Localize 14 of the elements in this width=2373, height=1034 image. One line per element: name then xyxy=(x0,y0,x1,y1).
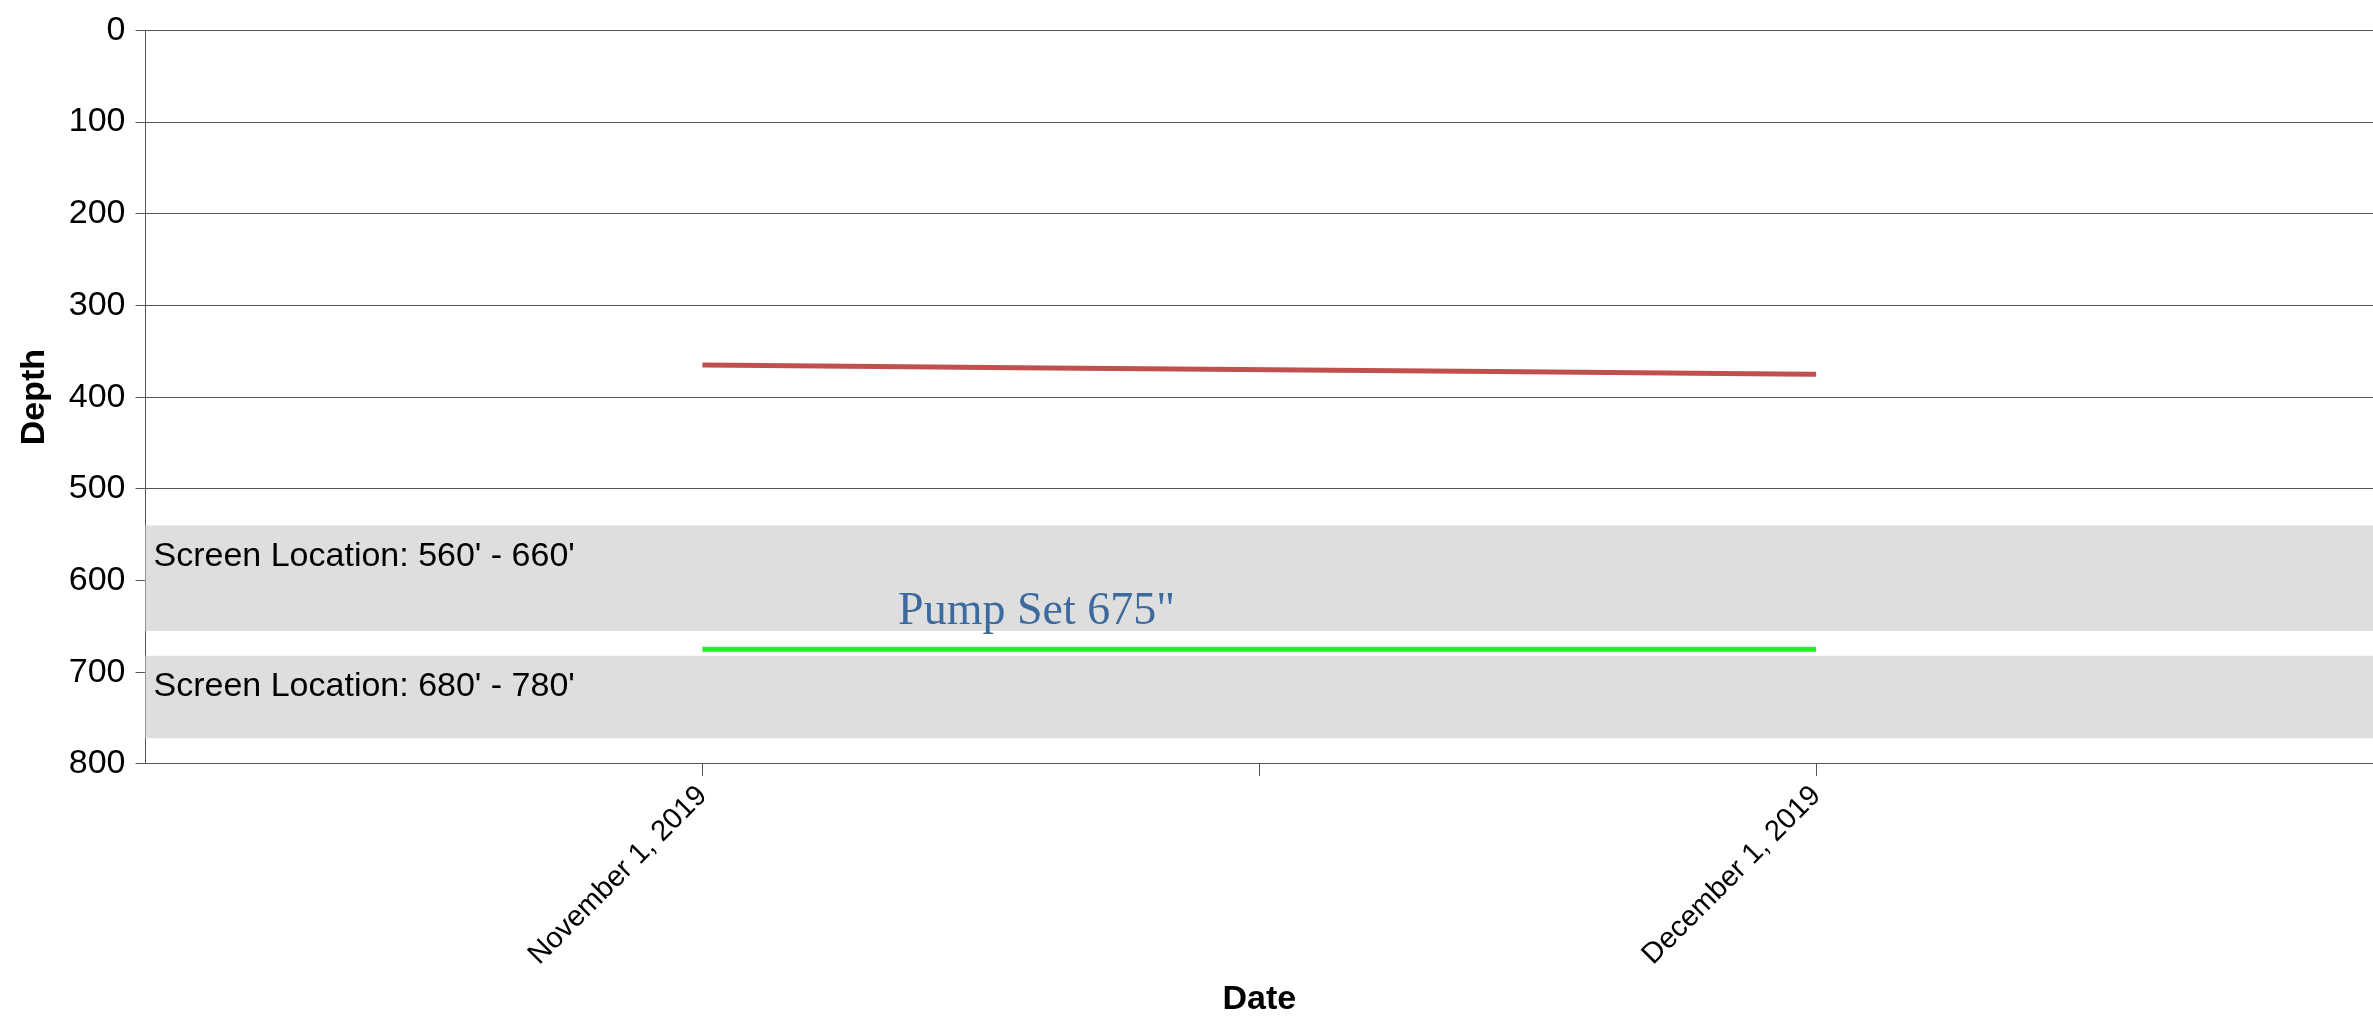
y-tick-label: 200 xyxy=(68,192,126,231)
y-tick-label: 400 xyxy=(68,375,126,414)
y-axis-title: Depth xyxy=(12,348,51,446)
y-tick-label: 800 xyxy=(68,742,126,781)
y-tick-label: 0 xyxy=(106,8,126,47)
annotation: Pump Set 675" xyxy=(898,583,1175,635)
x-axis-title: Date xyxy=(1222,977,1297,1016)
y-tick-label: 700 xyxy=(68,650,126,689)
y-tick-label: 500 xyxy=(68,467,126,506)
band-label: Screen Location: 680' - 780' xyxy=(153,665,575,704)
band-label: Screen Location: 560' - 660' xyxy=(153,534,575,573)
y-tick-label: 600 xyxy=(68,558,126,597)
y-tick-label: 300 xyxy=(68,283,126,322)
y-tick-label: 100 xyxy=(68,100,126,139)
